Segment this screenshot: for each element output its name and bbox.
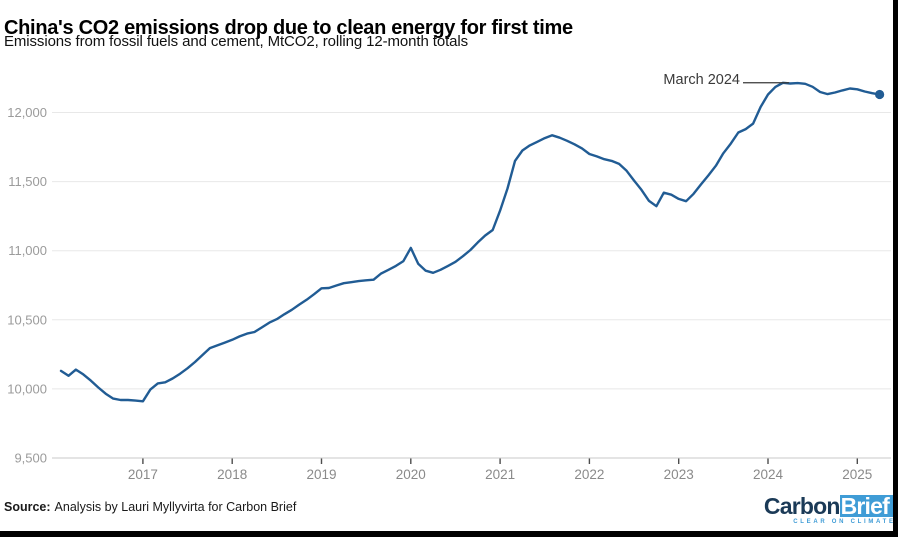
x-tick-label: 2023 xyxy=(664,467,694,482)
page-title: China's CO2 emissions drop due to clean … xyxy=(4,17,573,40)
y-tick-label: 9,500 xyxy=(14,451,47,466)
y-tick-label: 12,000 xyxy=(7,105,47,120)
emissions-line xyxy=(59,81,881,403)
carbonbrief-logo: Carbon Brief CLEAR ON CLIMATE xyxy=(764,495,893,525)
x-tick-label: 2024 xyxy=(753,467,784,482)
logo-carbon-text: Carbon xyxy=(763,493,841,519)
logo-tagline: CLEAR ON CLIMATE xyxy=(793,519,896,525)
x-tick-label: 2020 xyxy=(396,467,426,482)
x-tick-label: 2017 xyxy=(128,467,158,482)
source-label: Source: xyxy=(4,500,51,514)
source-line: Source: Analysis by Lauri Myllyvirta for … xyxy=(4,500,296,514)
x-tick-label: 2019 xyxy=(306,467,336,482)
source-text: Analysis by Lauri Myllyvirta for Carbon … xyxy=(54,500,297,514)
annotation-march-2024: March 2024 xyxy=(663,72,740,88)
frame-edge-bottom xyxy=(0,531,898,537)
y-tick-label: 10,000 xyxy=(7,381,47,396)
logo-brief-text: Brief xyxy=(839,495,893,518)
y-tick-label: 11,500 xyxy=(8,174,47,189)
x-tick-label: 2025 xyxy=(842,467,872,482)
y-tick-label: 11,000 xyxy=(8,243,47,258)
x-tick-label: 2018 xyxy=(217,467,247,482)
y-tick-label: 10,500 xyxy=(7,312,47,327)
x-tick-label: 2021 xyxy=(485,467,515,482)
frame-edge-right xyxy=(893,0,898,537)
logo-wordmark: Carbon Brief xyxy=(763,493,893,519)
chart-subtitle: Emissions from fossil fuels and cement, … xyxy=(4,33,469,50)
x-tick-label: 2022 xyxy=(574,467,604,482)
latest-point-dot xyxy=(875,89,885,100)
